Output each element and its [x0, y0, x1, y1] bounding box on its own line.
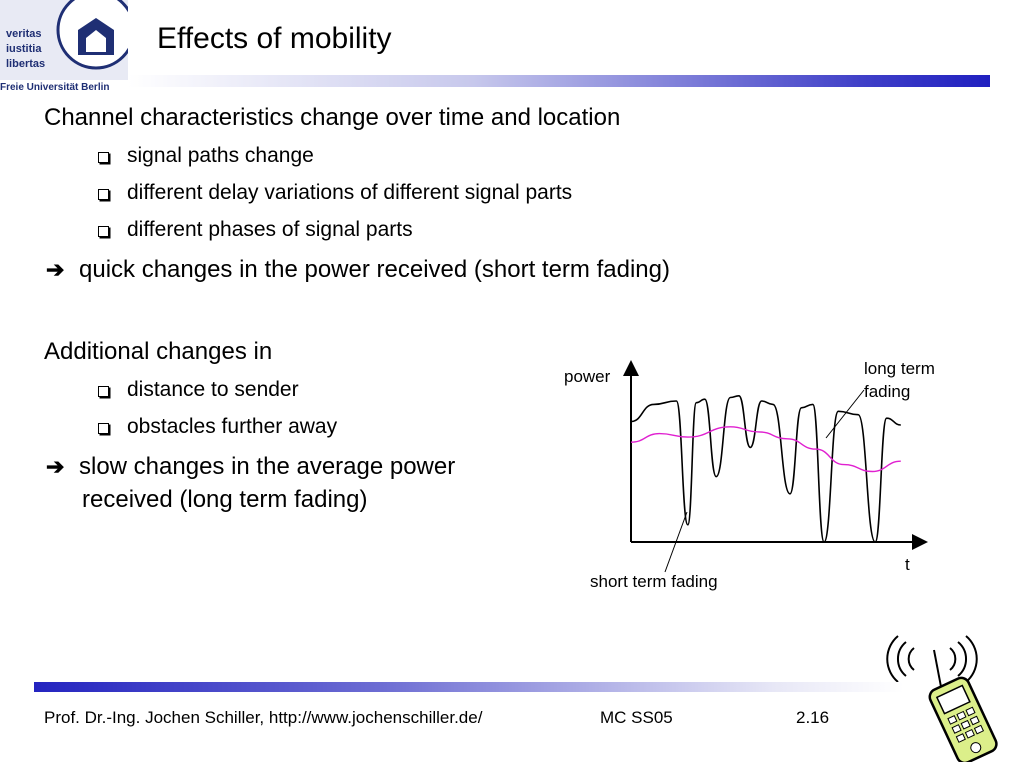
header-divider-bar — [128, 75, 990, 87]
section2-conclusion-line1: slow changes in the average power — [79, 453, 456, 480]
page-title: Effects of mobility — [157, 22, 392, 55]
section2-conclusion-line2: received (long term fading) — [82, 486, 368, 513]
footer-author: Prof. Dr.-Ing. Jochen Schiller, http://w… — [44, 708, 483, 727]
y-axis-label: power — [564, 367, 611, 386]
section2-item-1: distance to sender — [127, 378, 299, 401]
square-bullet-icon — [98, 152, 109, 163]
section1-heading: Channel characteristics change over time… — [44, 104, 621, 131]
footer-divider-bar — [34, 682, 904, 692]
square-bullet-icon — [98, 386, 109, 397]
long-term-label-2: fading — [864, 382, 910, 401]
motto-line-2: iustitia — [6, 43, 42, 55]
short-term-label: short term fading — [590, 572, 718, 591]
long-term-label-1: long term — [864, 359, 935, 378]
square-bullet-icon — [98, 189, 109, 200]
arrow-right-icon: ➔ — [46, 257, 65, 282]
short-term-fading-line — [630, 394, 901, 543]
footer-course: MC SS05 — [600, 708, 673, 727]
square-bullet-icon — [98, 423, 109, 434]
arrow-right-icon: ➔ — [46, 454, 65, 479]
long-term-pointer-line — [825, 389, 865, 439]
short-term-pointer-line — [664, 511, 688, 573]
fading-chart: power t long term fading short term fadi… — [564, 359, 935, 591]
section2-item-2: obstacles further away — [127, 415, 338, 438]
section2-heading: Additional changes in — [44, 338, 273, 365]
section1-item-1: signal paths change — [127, 144, 314, 167]
mobile-phone-icon — [886, 635, 998, 762]
footer-page-number: 2.16 — [796, 708, 830, 727]
section1-conclusion: quick changes in the power received (sho… — [79, 256, 670, 283]
motto-line-3: libertas — [6, 58, 46, 70]
seal-icon — [56, 0, 128, 70]
square-bullet-icon — [98, 226, 109, 237]
section1-item-2: different delay variations of different … — [127, 181, 573, 204]
long-term-fading-line — [630, 426, 901, 473]
section1-item-3: different phases of signal parts — [127, 218, 413, 241]
x-axis-label: t — [905, 555, 910, 574]
university-name: Freie Universität Berlin — [0, 82, 110, 93]
motto-line-1: veritas — [6, 28, 42, 40]
university-logo: veritas iustitia libertas Freie Universi… — [0, 0, 128, 96]
